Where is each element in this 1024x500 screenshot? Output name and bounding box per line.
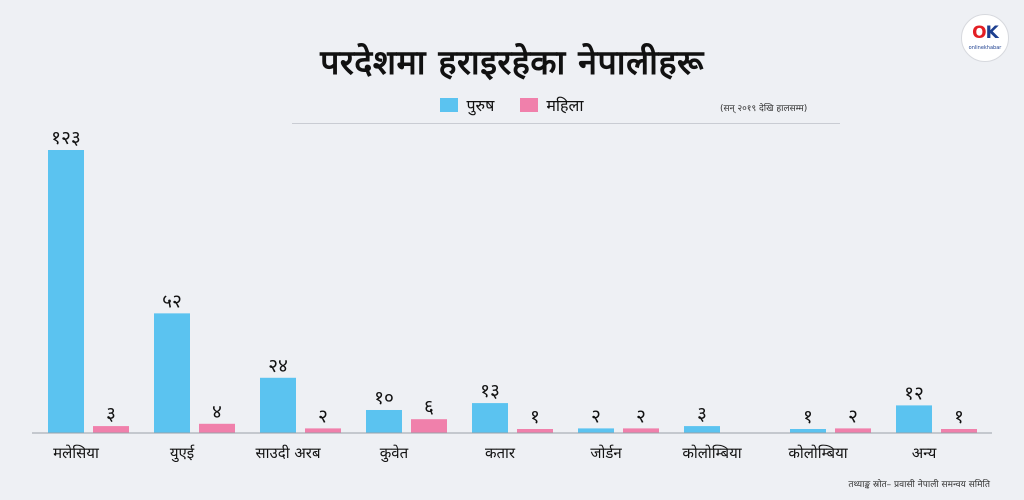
bar-male <box>260 377 296 433</box>
bar-female <box>941 429 977 433</box>
bar-female <box>93 426 129 433</box>
legend-swatch-female <box>520 98 539 112</box>
brand-logo: OK onlinekhabar <box>961 14 1009 62</box>
data-label-female: १ <box>954 406 964 428</box>
category-label: कोलोम्बिया <box>682 444 742 462</box>
category-label: मलेसिया <box>53 444 100 462</box>
bar-female <box>517 429 553 433</box>
data-label-female: ६ <box>424 396 434 418</box>
source-note: तथ्याङ्क स्रोत– प्रवासी नेपाली समन्वय सम… <box>848 480 990 490</box>
data-label-male: २ <box>591 405 601 427</box>
chart-title: परदेशमा हराइरहेका नेपालीहरू <box>320 43 704 83</box>
legend-divider <box>292 123 840 124</box>
logo-mark: OK <box>972 23 999 43</box>
data-label-male: १२ <box>904 382 924 404</box>
data-label-female: ४ <box>212 401 222 423</box>
bar-female <box>199 423 235 433</box>
data-label-male: १३ <box>480 380 500 402</box>
category-label: साउदी अरब <box>255 444 320 462</box>
data-label-male: १० <box>374 387 394 409</box>
bar-female <box>835 428 871 433</box>
data-label-female: २ <box>318 405 328 427</box>
bar-female <box>305 428 341 433</box>
data-label-male: १२३ <box>51 127 81 149</box>
bar-male <box>578 428 614 433</box>
data-label-female: १ <box>530 406 540 428</box>
data-label-male: ५२ <box>162 290 182 312</box>
data-label-female: २ <box>848 405 858 427</box>
legend-item-male: पुरुष <box>440 94 494 116</box>
bar-female <box>623 428 659 433</box>
period-note: (सन् २०१९ देखि हालसम्म) <box>720 104 808 114</box>
bar-male <box>366 409 402 433</box>
category-label: कतार <box>485 444 516 462</box>
legend-swatch-male <box>440 98 459 112</box>
data-label-female: ३ <box>106 403 116 425</box>
legend-label-female: महिला <box>546 96 584 115</box>
legend: पुरुष महिला <box>0 94 1024 116</box>
category-label: कुवेत <box>380 444 409 463</box>
category-label: जोर्डन <box>590 444 622 462</box>
data-label-female: २ <box>636 405 646 427</box>
legend-label-male: पुरुष <box>466 96 495 115</box>
logo-subtext: onlinekhabar <box>968 45 1002 51</box>
bar-male <box>48 150 84 433</box>
data-label-male: ३ <box>697 403 707 425</box>
bar-male <box>896 405 932 433</box>
category-label: युएई <box>170 444 195 463</box>
data-label-male: २४ <box>268 355 288 377</box>
legend-item-female: महिला <box>520 94 584 116</box>
data-label-male: १ <box>803 406 813 428</box>
bar-male <box>684 426 720 433</box>
bar-male <box>154 313 190 433</box>
category-label: कोलोम्बिया <box>788 444 848 462</box>
bar-male <box>472 403 508 433</box>
bar-male <box>790 429 826 433</box>
bar-female <box>411 419 447 433</box>
category-label: अन्य <box>912 444 937 462</box>
